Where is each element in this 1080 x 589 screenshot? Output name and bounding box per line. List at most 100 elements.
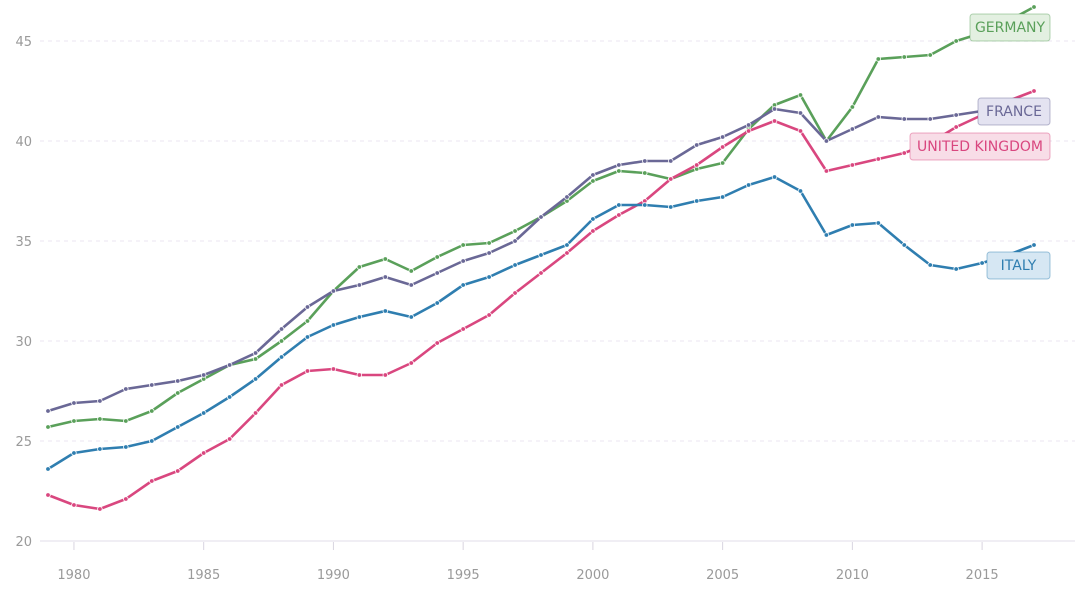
data-point-germany-1995 <box>460 242 466 248</box>
data-point-italy-1987 <box>252 376 259 382</box>
data-point-united-kingdom-1987 <box>252 410 259 416</box>
data-point-germany-1992 <box>382 256 389 262</box>
data-point-germany-2008 <box>797 92 804 98</box>
data-point-united-kingdom-1994 <box>434 340 440 346</box>
data-point-italy-1988 <box>278 354 285 360</box>
data-point-italy-1990 <box>330 322 337 328</box>
data-point-germany-1982 <box>123 418 129 424</box>
data-point-germany-2010 <box>849 104 856 110</box>
data-point-united-kingdom-1986 <box>226 436 233 442</box>
data-point-united-kingdom-2014 <box>953 124 959 130</box>
data-point-united-kingdom-1989 <box>304 368 311 374</box>
x-tick-label-2010: 2010 <box>836 568 869 583</box>
data-point-united-kingdom-2012 <box>901 150 907 156</box>
data-point-germany-2017 <box>1031 4 1037 10</box>
data-point-france-2000 <box>590 172 596 178</box>
data-point-italy-1981 <box>97 446 103 452</box>
data-point-france-2003 <box>668 158 674 164</box>
data-point-germany-2011 <box>875 56 882 62</box>
data-point-france-1981 <box>97 398 103 404</box>
data-point-italy-2000 <box>590 216 596 222</box>
data-point-italy-1997 <box>512 262 518 268</box>
data-point-italy-2002 <box>642 202 648 208</box>
data-point-germany-2012 <box>901 54 907 60</box>
data-point-france-1999 <box>564 194 570 200</box>
series-label-united-kingdom: UNITED KINGDOM <box>917 139 1043 155</box>
series-label-box-united-kingdom <box>909 132 1051 161</box>
data-point-united-kingdom-2017 <box>1031 88 1037 94</box>
data-point-france-1991 <box>356 282 363 288</box>
data-point-italy-1979 <box>45 466 51 472</box>
series-lines <box>45 4 1037 512</box>
data-point-united-kingdom-2011 <box>875 156 882 162</box>
series-points-united-kingdom <box>45 88 1037 512</box>
data-point-italy-1983 <box>149 438 155 444</box>
y-tick-label-30: 30 <box>15 335 32 350</box>
data-point-united-kingdom-2008 <box>797 128 804 134</box>
data-point-italy-1994 <box>434 300 440 306</box>
data-point-france-2005 <box>719 134 726 140</box>
data-point-italy-1999 <box>564 242 570 248</box>
data-point-germany-1988 <box>278 338 285 344</box>
y-tick-label-20: 20 <box>15 535 32 550</box>
data-point-united-kingdom-1993 <box>408 360 414 366</box>
series-label-box-france <box>977 97 1051 126</box>
series-end-labels: GERMANY FRANCE UNITED KINGDOM ITALY <box>909 13 1051 280</box>
data-point-france-1989 <box>304 304 311 310</box>
data-point-germany-1989 <box>304 318 311 324</box>
data-point-italy-2007 <box>771 174 778 180</box>
series-label-italy: ITALY <box>1001 258 1037 274</box>
y-tick-label-35: 35 <box>15 235 32 250</box>
data-point-france-1998 <box>538 214 544 220</box>
data-point-italy-1984 <box>175 424 181 430</box>
data-point-italy-2008 <box>797 188 804 194</box>
data-point-france-1979 <box>45 408 51 414</box>
data-point-france-1990 <box>330 288 337 294</box>
data-point-united-kingdom-2010 <box>849 162 856 168</box>
data-point-france-1992 <box>382 274 389 280</box>
data-point-france-2009 <box>823 138 830 144</box>
data-point-united-kingdom-1999 <box>564 250 570 256</box>
data-point-united-kingdom-1985 <box>200 450 207 456</box>
data-point-france-2001 <box>616 162 622 168</box>
data-point-france-2008 <box>797 110 804 116</box>
data-point-italy-1991 <box>356 314 363 320</box>
data-point-united-kingdom-2006 <box>745 128 752 134</box>
data-point-germany-2000 <box>590 178 596 184</box>
x-tick-label-1980: 1980 <box>57 568 90 583</box>
x-tick-label-1995: 1995 <box>447 568 480 583</box>
data-point-france-2013 <box>927 116 933 122</box>
data-point-france-2012 <box>901 116 907 122</box>
data-point-france-1997 <box>512 238 518 244</box>
data-point-italy-1989 <box>304 334 311 340</box>
data-point-italy-2011 <box>875 220 882 226</box>
x-tick-label-2015: 2015 <box>966 568 999 583</box>
data-point-germany-1991 <box>356 264 363 270</box>
data-point-germany-2005 <box>719 160 726 166</box>
data-point-united-kingdom-1991 <box>356 372 363 378</box>
data-point-italy-2010 <box>849 222 856 228</box>
y-tick-label-45: 45 <box>15 35 32 50</box>
data-point-italy-2015 <box>979 260 985 266</box>
data-point-germany-1997 <box>512 228 518 234</box>
data-point-france-1995 <box>460 258 466 264</box>
data-point-italy-1982 <box>123 444 129 450</box>
data-point-italy-2014 <box>953 266 959 272</box>
series-label-france: FRANCE <box>986 104 1042 120</box>
data-point-france-2002 <box>642 158 648 164</box>
data-point-italy-2006 <box>745 182 752 188</box>
data-point-italy-2017 <box>1031 242 1037 248</box>
data-point-united-kingdom-2009 <box>823 168 830 174</box>
data-point-united-kingdom-1983 <box>149 478 155 484</box>
data-point-united-kingdom-1995 <box>460 326 466 332</box>
data-point-germany-1987 <box>252 356 259 362</box>
data-point-france-2014 <box>953 112 959 118</box>
data-point-france-1984 <box>175 378 181 384</box>
data-point-united-kingdom-1990 <box>330 366 337 372</box>
data-point-united-kingdom-2001 <box>616 212 622 218</box>
data-point-france-1994 <box>434 270 440 276</box>
x-tick-label-2000: 2000 <box>576 568 609 583</box>
data-point-italy-2001 <box>616 202 622 208</box>
data-point-italy-2003 <box>668 204 674 210</box>
data-point-italy-2004 <box>693 198 700 204</box>
